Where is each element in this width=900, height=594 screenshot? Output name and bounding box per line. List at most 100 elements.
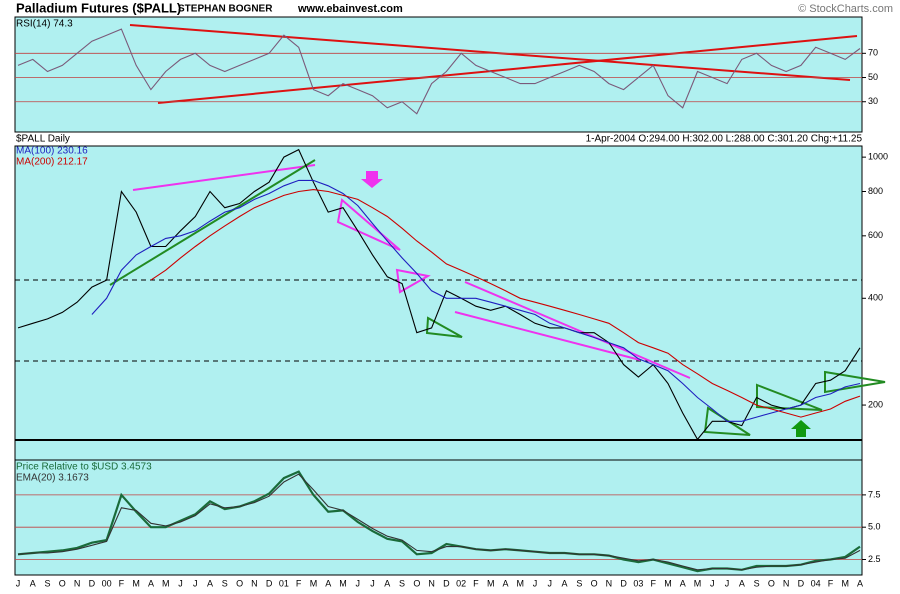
x-tick-label: 01 xyxy=(279,578,289,588)
x-tick-label: A xyxy=(680,578,686,588)
x-tick-label: J xyxy=(548,578,553,588)
author: STEPHAN BOGNER xyxy=(178,4,273,15)
x-tick-label: M xyxy=(841,578,849,588)
triangle xyxy=(395,268,431,294)
y-tick-label: 1000 xyxy=(868,152,888,162)
legend-entry: MA(200) 212.17 xyxy=(16,157,88,168)
x-tick-label: S xyxy=(754,578,760,588)
x-tick-label: N xyxy=(74,578,81,588)
x-tick-label: S xyxy=(399,578,405,588)
x-tick-label: D xyxy=(443,578,450,588)
y-tick-label: 600 xyxy=(868,230,883,240)
series-line xyxy=(17,28,861,115)
x-tick-label: O xyxy=(236,578,243,588)
x-tick-label: A xyxy=(148,578,154,588)
rsi-panel xyxy=(14,16,863,133)
price-info: 1-Apr-2004 O:294.00 H:302.00 L:288.00 C:… xyxy=(586,134,863,145)
x-tick-label: N xyxy=(251,578,258,588)
x-tick-label: A xyxy=(30,578,36,588)
y-tick-label: 50 xyxy=(868,72,878,82)
x-tick-label: S xyxy=(45,578,51,588)
x-tick-label: O xyxy=(413,578,420,588)
x-tick-label: O xyxy=(591,578,598,588)
x-tick-label: N xyxy=(428,578,435,588)
legend-entry: EMA(20) 3.1673 xyxy=(16,473,89,484)
x-tick-label: S xyxy=(576,578,582,588)
trendline xyxy=(454,311,641,361)
triangle xyxy=(824,370,886,394)
x-tick-label: A xyxy=(384,578,390,588)
x-tick-label: F xyxy=(296,578,302,588)
x-tick-label: A xyxy=(502,578,508,588)
x-tick-label: M xyxy=(132,578,140,588)
trendlines xyxy=(15,24,886,441)
page-title: Palladium Futures ($PALL) xyxy=(16,0,181,15)
legend-entry: RSI(14) 74.3 xyxy=(16,19,73,30)
x-tick-label: D xyxy=(266,578,273,588)
x-tick-label: N xyxy=(606,578,613,588)
panel-title: $PALL Daily xyxy=(16,134,70,145)
x-tick-label: A xyxy=(207,578,213,588)
x-tick-label: M xyxy=(339,578,347,588)
x-tick-label: M xyxy=(162,578,170,588)
y-tick-label: 30 xyxy=(868,96,878,106)
y-tick-label: 70 xyxy=(868,48,878,58)
y-tick-label: 800 xyxy=(868,186,883,196)
x-tick-label: J xyxy=(16,578,21,588)
x-tick-label: S xyxy=(222,578,228,588)
x-tick-label: D xyxy=(89,578,96,588)
website: www.ebainvest.com xyxy=(297,3,403,15)
x-tick-label: O xyxy=(768,578,775,588)
trendline xyxy=(132,164,316,191)
trendline xyxy=(464,281,691,379)
triangle xyxy=(336,198,401,251)
x-tick-label: 03 xyxy=(633,578,643,588)
y-tick-label: 400 xyxy=(868,293,883,303)
x-tick-label: J xyxy=(370,578,375,588)
triangle xyxy=(425,316,463,338)
trendline xyxy=(109,159,316,286)
copyright: © StockCharts.com xyxy=(798,3,893,15)
x-tick-label: M xyxy=(694,578,702,588)
relative-panel xyxy=(14,459,863,576)
x-tick-label: M xyxy=(310,578,318,588)
y-tick-label: 200 xyxy=(868,399,883,409)
trendline xyxy=(129,24,851,81)
x-tick-label: A xyxy=(857,578,863,588)
x-tick-label: J xyxy=(533,578,538,588)
x-tick-label: J xyxy=(178,578,183,588)
y-tick-label: 7.5 xyxy=(868,489,881,499)
x-tick-label: M xyxy=(664,578,672,588)
x-tick-label: J xyxy=(356,578,361,588)
x-tick-label: 04 xyxy=(811,578,821,588)
arrow-down xyxy=(361,171,383,188)
y-tick-label: 5.0 xyxy=(868,522,881,532)
price-panel xyxy=(14,145,863,461)
series-line xyxy=(17,148,861,441)
x-tick-label: F xyxy=(473,578,479,588)
x-tick-label: A xyxy=(739,578,745,588)
x-tick-label: D xyxy=(620,578,627,588)
series-line xyxy=(91,179,861,422)
arrow-up xyxy=(791,420,811,437)
series-line xyxy=(150,189,861,418)
x-tick-label: A xyxy=(562,578,568,588)
x-tick-label: F xyxy=(119,578,125,588)
x-tick-label: D xyxy=(798,578,805,588)
legend-entry: MA(100) 230.16 xyxy=(16,146,88,157)
x-tick-label: 02 xyxy=(456,578,466,588)
x-tick-label: F xyxy=(828,578,834,588)
x-tick-label: A xyxy=(325,578,331,588)
x-tick-label: J xyxy=(725,578,730,588)
y-tick-label: 2.5 xyxy=(868,554,881,564)
x-tick-label: N xyxy=(783,578,790,588)
x-tick-label: O xyxy=(59,578,66,588)
legend-entry: Price Relative to $USD 3.4573 xyxy=(16,462,152,473)
series-line xyxy=(17,473,861,571)
x-tick-label: M xyxy=(487,578,495,588)
x-tick-label: J xyxy=(710,578,715,588)
x-tick-label: J xyxy=(193,578,198,588)
x-tick-label: 00 xyxy=(102,578,112,588)
x-tick-label: F xyxy=(650,578,656,588)
